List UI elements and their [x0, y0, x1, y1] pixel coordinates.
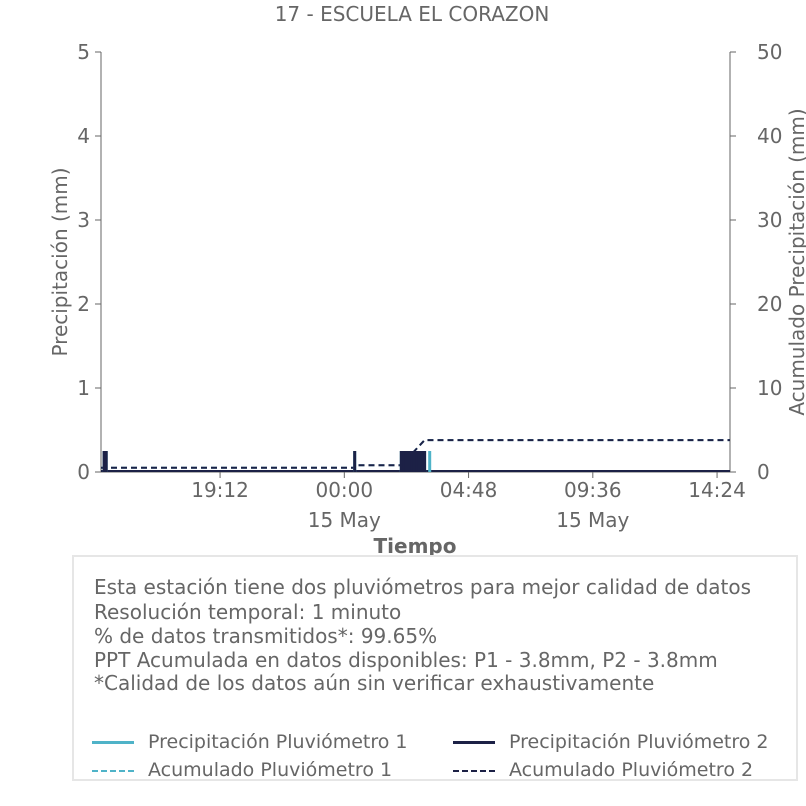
y2-axis-label: Acumulado Precipitación (mm): [785, 108, 806, 415]
precip-bar: [420, 451, 424, 472]
y2-tick-label: 30: [757, 208, 782, 232]
note-line: PPT Acumulada en datos disponibles: P1 -…: [94, 648, 718, 672]
precip-bar: [423, 451, 427, 472]
y-axis-label: Precipitación (mm): [48, 167, 72, 356]
legend-swatch: [92, 741, 134, 744]
legend-swatch: [453, 741, 495, 744]
precip-bar: [410, 451, 414, 472]
x-axis-label: Tiempo: [374, 534, 457, 558]
legend-label: Precipitación Pluviómetro 2: [509, 731, 769, 753]
precip-bar: [415, 451, 419, 472]
chart-title: 17 - ESCUELA EL CORAZON: [275, 2, 550, 26]
y2-tick-label: 40: [757, 124, 782, 148]
y2-tick-label: 50: [757, 40, 782, 64]
precip-bar: [102, 451, 106, 472]
x-tick-label: 00:00: [315, 478, 373, 502]
x-tick-sublabel: 15 May: [556, 508, 629, 532]
legend-label: Acumulado Pluviómetro 1: [148, 759, 393, 781]
precip-bar: [428, 451, 432, 472]
y-tick-label: 5: [77, 40, 90, 64]
y-tick-label: 2: [77, 292, 90, 316]
x-tick-label: 19:12: [191, 478, 249, 502]
precip-bar: [353, 451, 357, 472]
legend-label: Acumulado Pluviómetro 2: [509, 759, 754, 781]
y-tick-label: 3: [77, 208, 90, 232]
legend-label: Precipitación Pluviómetro 1: [148, 731, 408, 753]
y2-tick-label: 10: [757, 376, 782, 400]
x-tick-sublabel: 15 May: [308, 508, 381, 532]
y-tick-label: 0: [77, 460, 90, 484]
info-box: Esta estación tiene dos pluviómetros par…: [72, 555, 798, 781]
note-line: Esta estación tiene dos pluviómetros par…: [94, 575, 752, 599]
precip-bar: [399, 451, 403, 472]
note-line: *Calidad de los datos aún sin verificar …: [94, 671, 655, 695]
x-tick-label: 04:48: [440, 478, 498, 502]
precipitation-chart: 17 - ESCUELA EL CORAZON Precipitación (m…: [48, 2, 806, 558]
y-tick-label: 1: [77, 376, 90, 400]
precip-bar: [104, 451, 108, 472]
y-tick-label: 4: [77, 124, 90, 148]
precip-bar: [404, 451, 408, 472]
legend-swatch: [92, 770, 134, 772]
x-tick-label: 09:36: [564, 478, 622, 502]
y2-tick-label: 20: [757, 292, 782, 316]
x-tick-label: 14:24: [688, 478, 746, 502]
precip-bar: [402, 451, 406, 472]
precip-bar: [417, 451, 421, 472]
y2-tick-label: 0: [757, 460, 770, 484]
note-line: Resolución temporal: 1 minuto: [94, 600, 402, 624]
precip-bar: [412, 451, 416, 472]
precip-bar: [407, 451, 411, 472]
legend-swatch: [453, 770, 495, 772]
note-line: % de datos transmitidos*: 99.65%: [94, 624, 438, 648]
